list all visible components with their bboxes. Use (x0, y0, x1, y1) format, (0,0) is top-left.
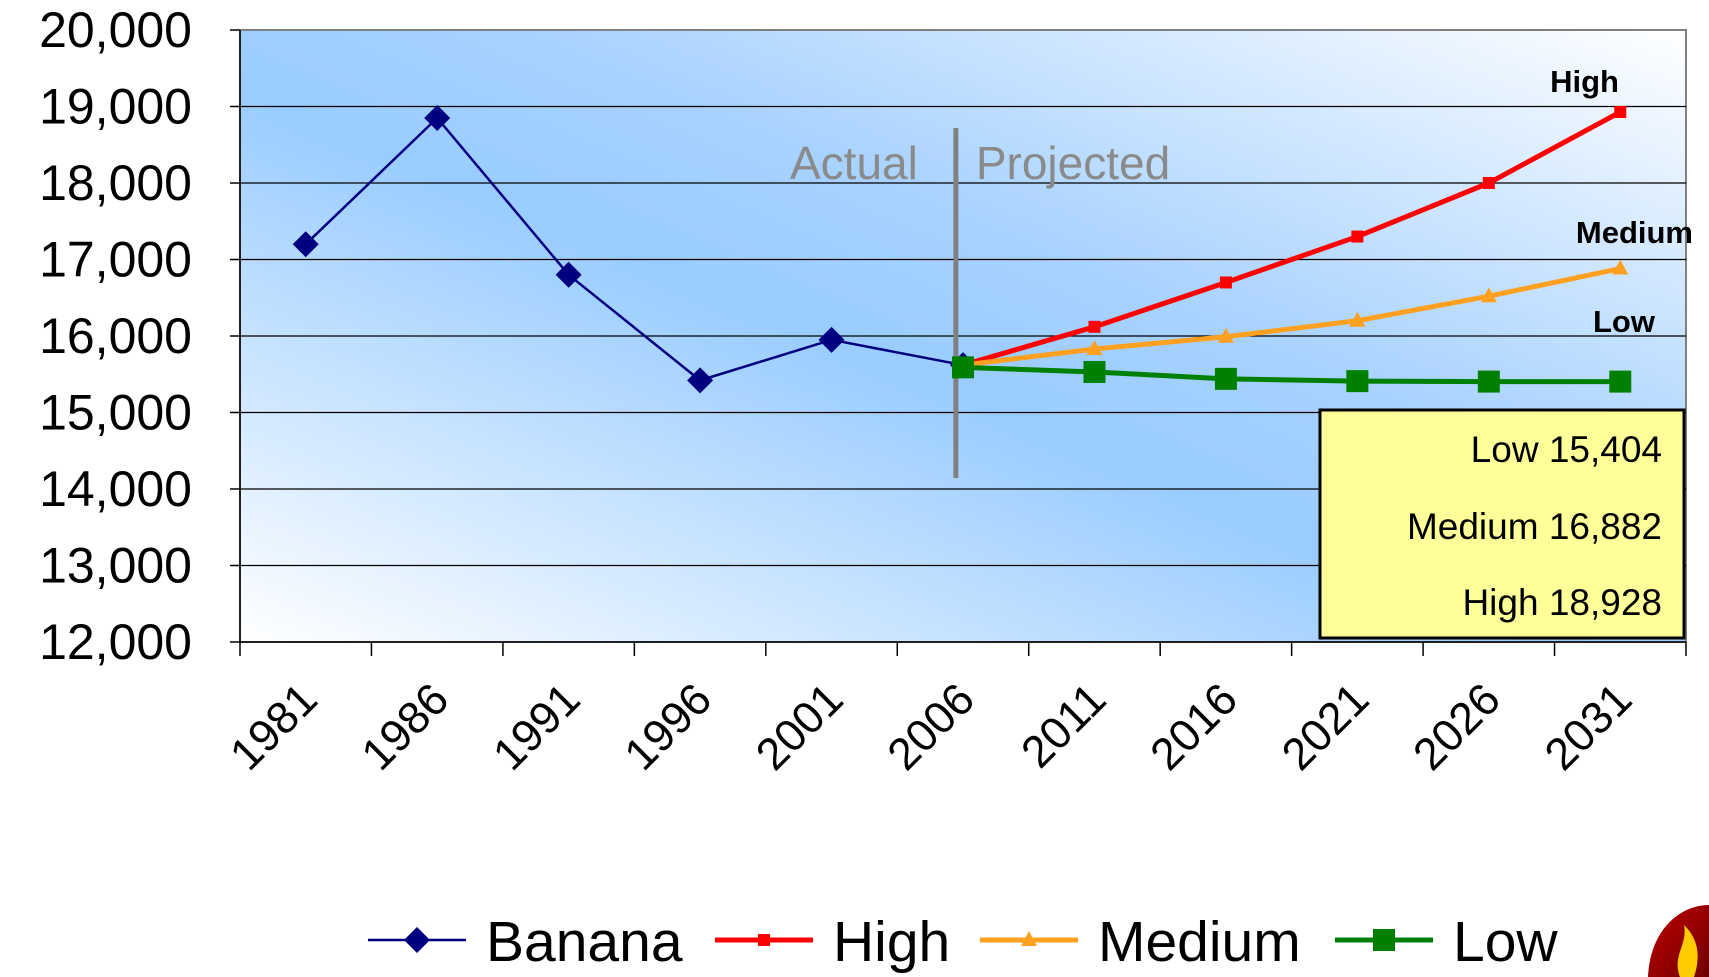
summary-high: High 18,928 (1462, 582, 1662, 623)
x-tick-label: 2006 (877, 673, 984, 780)
y-tick-label: 16,000 (39, 308, 192, 364)
data-point (1612, 259, 1629, 275)
data-point (555, 261, 582, 288)
data-point (1217, 327, 1234, 343)
data-point (687, 367, 714, 394)
data-point (1346, 370, 1369, 393)
y-tick-label: 12,000 (39, 614, 192, 670)
data-point (1021, 931, 1037, 946)
summary-medium: Medium 16,882 (1407, 506, 1662, 547)
legend-label: Low (1453, 910, 1558, 974)
data-point (1086, 340, 1103, 356)
data-point (1614, 106, 1627, 119)
legend-item-medium: Medium (980, 910, 1301, 974)
y-tick-label: 18,000 (39, 155, 192, 211)
legend-label: Medium (1098, 910, 1301, 974)
y-axis-ticks: 12,000 13,000 14,000 15,000 16,000 17,000 18,0… (39, 2, 1686, 670)
data-point (404, 927, 430, 953)
data-point (1609, 370, 1632, 393)
legend-label: Banana (486, 910, 683, 974)
data-point (1088, 320, 1101, 333)
legend-label: High (833, 910, 950, 974)
legend-item-banana: Banana (368, 910, 683, 974)
legend: Banana High Medium Low (368, 910, 1558, 974)
legend-item-low: Low (1335, 910, 1558, 974)
end-label-high: High (1550, 64, 1619, 99)
x-axis-ticks: 1981 1986 1991 1996 2001 2006 2011 2016 2021 2026… (220, 642, 1687, 780)
x-tick-label: 2031 (1534, 673, 1641, 780)
series-low (952, 356, 1632, 393)
x-tick-label: 2011 (1011, 673, 1115, 777)
x-tick-label: 1986 (351, 673, 458, 780)
x-tick-label: 1991 (483, 673, 590, 780)
data-point (758, 934, 770, 946)
x-tick-label: 2016 (1140, 673, 1247, 780)
x-tick-label: 2026 (1403, 673, 1510, 780)
actual-label: Actual (790, 137, 918, 189)
data-point (292, 231, 319, 258)
y-tick-label: 17,000 (39, 232, 192, 288)
y-tick-label: 13,000 (39, 538, 192, 594)
projected-label: Projected (976, 137, 1170, 189)
data-point (1349, 311, 1366, 327)
series-line (962, 109, 1622, 368)
end-label-medium: Medium (1576, 215, 1693, 250)
x-tick-label: 1996 (614, 673, 721, 780)
y-tick-label: 14,000 (39, 461, 192, 517)
series-lines (292, 104, 1632, 394)
data-point (424, 104, 451, 131)
x-tick-label: 1981 (220, 673, 327, 780)
series-line (962, 266, 1621, 368)
series-line (304, 116, 964, 382)
logo-emblem (1648, 905, 1709, 977)
x-tick-label: 2021 (1272, 673, 1379, 780)
data-point (818, 326, 845, 353)
summary-box: Low 15,404 Medium 16,882 High 18,928 (1318, 408, 1686, 640)
end-label-low: Low (1593, 304, 1656, 339)
y-tick-label: 15,000 (39, 385, 192, 441)
data-point (1373, 929, 1395, 951)
y-tick-label: 20,000 (39, 2, 192, 58)
data-point (1219, 276, 1232, 289)
x-tick-label: 2001 (746, 673, 853, 780)
data-point (1351, 230, 1364, 243)
data-point (1480, 287, 1497, 303)
series-line (962, 364, 1621, 385)
y-tick-label: 19,000 (39, 79, 192, 135)
data-point (1477, 370, 1500, 393)
data-point (1083, 360, 1106, 383)
data-point (1482, 177, 1495, 189)
data-point (952, 356, 974, 379)
data-point (1214, 367, 1237, 390)
legend-item-high: High (715, 910, 950, 974)
summary-low: Low 15,404 (1471, 429, 1662, 470)
